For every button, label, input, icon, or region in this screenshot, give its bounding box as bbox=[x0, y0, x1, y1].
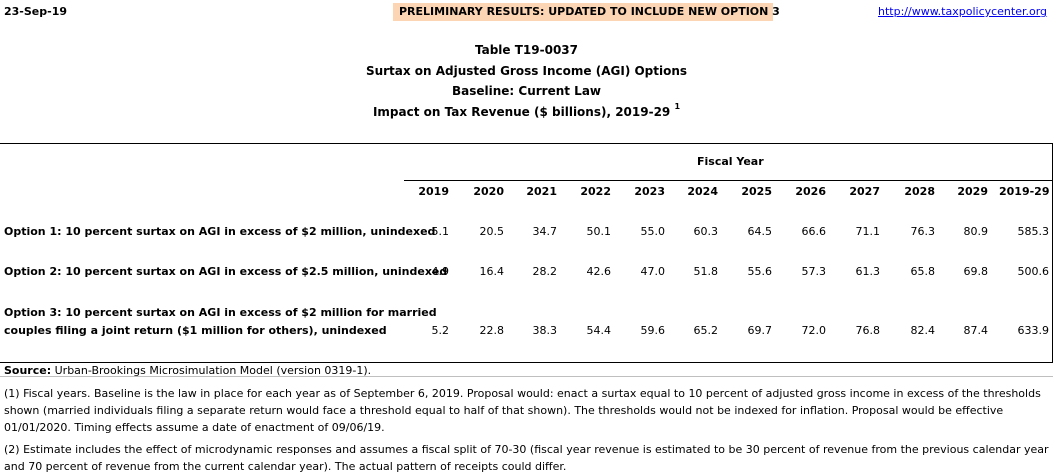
source-line: Source: Urban-Brookings Microsimulation … bbox=[4, 364, 371, 377]
table-cell: 50.1 bbox=[586, 225, 612, 238]
table-cell: 57.3 bbox=[801, 265, 827, 278]
table-cell: 76.3 bbox=[910, 225, 936, 238]
column-header-2022: 2022 bbox=[580, 185, 611, 198]
table-cell: 500.6 bbox=[1017, 265, 1050, 278]
source-label: Source: bbox=[4, 364, 52, 377]
footnote-1: (1) Fiscal years. Baseline is the law in… bbox=[4, 387, 1041, 434]
table-id: Table T19-0037 bbox=[474, 43, 579, 57]
table-cell: 64.5 bbox=[747, 225, 773, 238]
table-cell: 633.9 bbox=[1017, 324, 1050, 337]
baseline-title: Baseline: Current Law bbox=[451, 84, 602, 98]
row-label-option-1: Option 1: 10 percent surtax on AGI in ex… bbox=[4, 225, 436, 238]
table-cell: 69.7 bbox=[747, 324, 773, 337]
table-cell: 55.0 bbox=[640, 225, 666, 238]
table-bottom-rule bbox=[0, 362, 1053, 363]
tpc-link[interactable]: http://www.taxpolicycenter.org bbox=[878, 5, 1048, 18]
table-cell: 28.2 bbox=[532, 265, 558, 278]
column-header-2021: 2021 bbox=[526, 185, 557, 198]
table-cell: 54.4 bbox=[586, 324, 612, 337]
table-cell: 71.1 bbox=[855, 225, 881, 238]
table-cell: 4.9 bbox=[431, 265, 450, 278]
table-cell: 55.6 bbox=[747, 265, 773, 278]
impact-footnote-marker: 1 bbox=[674, 102, 681, 111]
table-cell: 76.8 bbox=[855, 324, 881, 337]
table-cell: 20.5 bbox=[479, 225, 505, 238]
table-subtitle: Surtax on Adjusted Gross Income (AGI) Op… bbox=[365, 64, 688, 78]
table-cell: 5.1 bbox=[431, 225, 450, 238]
column-header-rule bbox=[404, 180, 1053, 181]
preliminary-banner: PRELIMINARY RESULTS: UPDATED TO INCLUDE … bbox=[393, 3, 780, 21]
column-header-2024: 2024 bbox=[687, 185, 718, 198]
row-label-option-2: Option 2: 10 percent surtax on AGI in ex… bbox=[4, 265, 448, 278]
table-cell: 38.3 bbox=[532, 324, 558, 337]
impact-title: Impact on Tax Revenue ($ billions), 2019… bbox=[0, 102, 1053, 119]
column-header-2029: 2029 bbox=[957, 185, 988, 198]
source-rule bbox=[0, 376, 1053, 377]
column-header-2027: 2027 bbox=[849, 185, 880, 198]
footnote-2: (2) Estimate includes the effect of micr… bbox=[4, 443, 1049, 473]
fiscal-year-header: Fiscal Year bbox=[697, 155, 764, 168]
row-label-option-3-line1: Option 3: 10 percent surtax on AGI in ex… bbox=[4, 306, 437, 319]
table-cell: 34.7 bbox=[532, 225, 558, 238]
table-cell: 22.8 bbox=[479, 324, 505, 337]
table-cell: 585.3 bbox=[1017, 225, 1050, 238]
row-label-option-3-line2: couples filing a joint return ($1 millio… bbox=[4, 324, 387, 337]
column-header-2025: 2025 bbox=[741, 185, 772, 198]
table-cell: 42.6 bbox=[586, 265, 612, 278]
source-text: Urban-Brookings Microsimulation Model (v… bbox=[54, 364, 372, 377]
table-cell: 47.0 bbox=[640, 265, 666, 278]
table-cell: 61.3 bbox=[855, 265, 881, 278]
table-cell: 82.4 bbox=[910, 324, 936, 337]
table-cell: 80.9 bbox=[963, 225, 989, 238]
table-cell: 69.8 bbox=[963, 265, 989, 278]
impact-title-text: Impact on Tax Revenue ($ billions), 2019… bbox=[372, 105, 671, 119]
table-cell: 87.4 bbox=[963, 324, 989, 337]
column-header-2028: 2028 bbox=[904, 185, 935, 198]
table-cell: 5.2 bbox=[431, 324, 450, 337]
report-date: 23-Sep-19 bbox=[4, 5, 68, 18]
column-header-2026: 2026 bbox=[795, 185, 826, 198]
column-header-2020: 2020 bbox=[473, 185, 504, 198]
table-cell: 51.8 bbox=[693, 265, 719, 278]
table-cell: 59.6 bbox=[640, 324, 666, 337]
table-cell: 65.8 bbox=[910, 265, 936, 278]
table-cell: 66.6 bbox=[801, 225, 827, 238]
table-top-rule bbox=[0, 143, 1053, 144]
table-cell: 72.0 bbox=[801, 324, 827, 337]
table-cell: 16.4 bbox=[479, 265, 505, 278]
table-cell: 60.3 bbox=[693, 225, 719, 238]
column-header-2019: 2019 bbox=[418, 185, 449, 198]
column-header-2023: 2023 bbox=[634, 185, 665, 198]
table-cell: 65.2 bbox=[693, 324, 719, 337]
column-header-2019-29: 2019-29 bbox=[999, 185, 1050, 198]
